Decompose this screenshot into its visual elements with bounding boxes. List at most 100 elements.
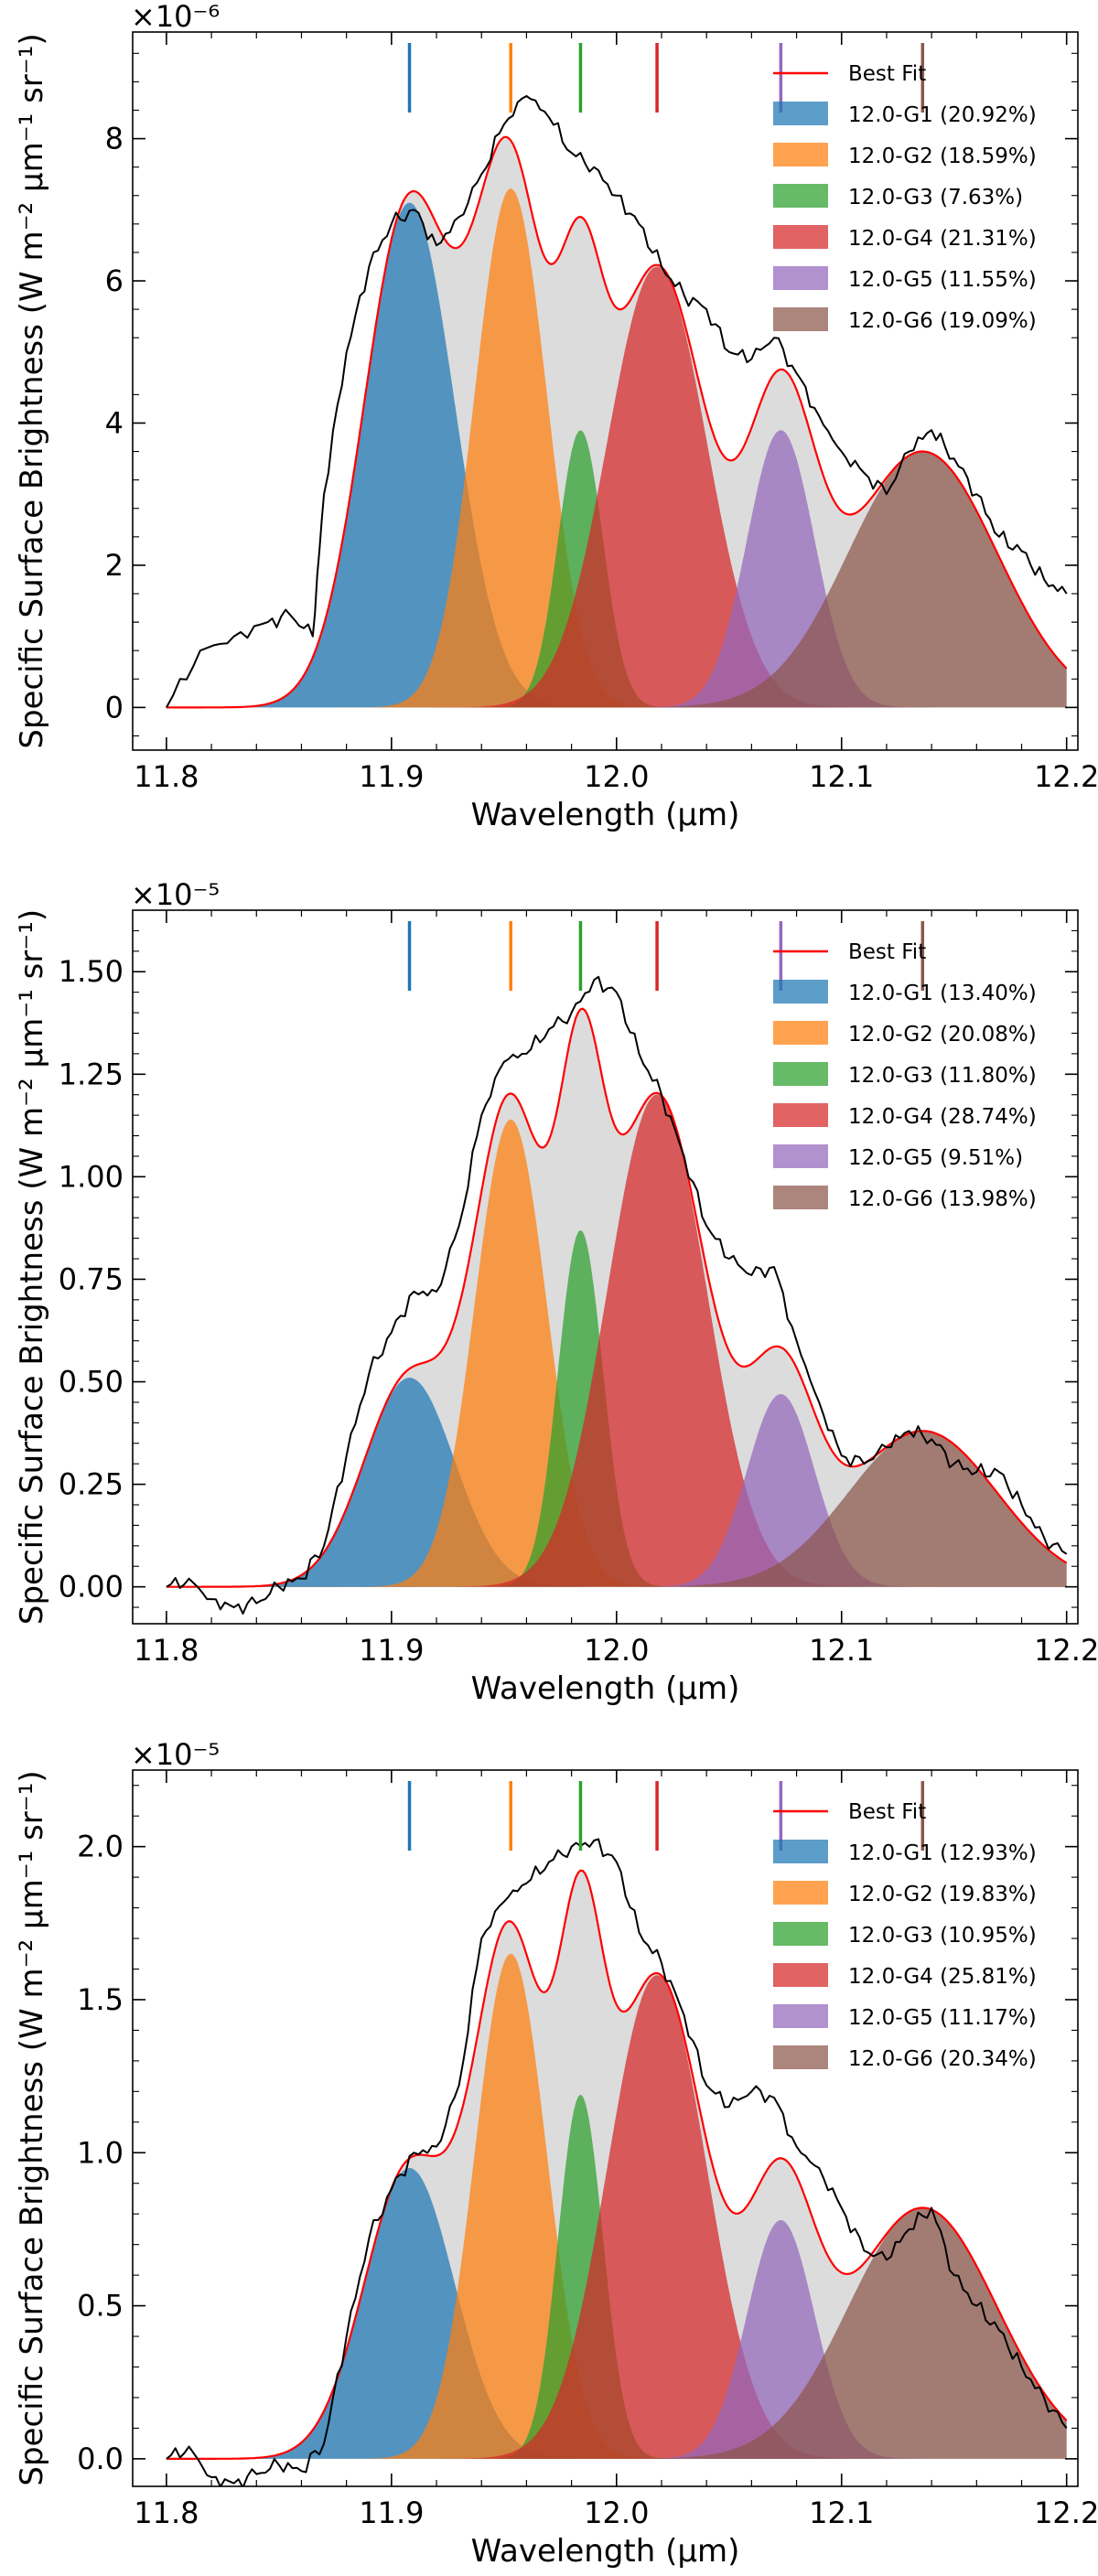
legend-label-g4: 12.0-G4 (21.31%) — [848, 227, 1037, 251]
x-tick-label: 12.1 — [809, 759, 874, 794]
y-tick-label: 8 — [105, 122, 124, 156]
component-g4-area — [166, 1975, 1067, 2459]
y-scale-multiplier: ×10⁻⁵ — [131, 1737, 220, 1772]
legend-label-g2: 12.0-G2 (18.59%) — [848, 145, 1037, 168]
x-tick-label: 11.9 — [359, 1633, 424, 1668]
component-g4-area — [166, 1094, 1067, 1587]
legend-swatch-g2 — [773, 1021, 828, 1045]
best-fit-line — [166, 135, 1068, 709]
y-tick-label: 0.0 — [77, 2442, 124, 2476]
legend-swatch-g1 — [773, 102, 828, 125]
observed-spectrum-line — [166, 95, 1068, 708]
legend-swatch-g5 — [773, 266, 828, 290]
y-tick-label: 0.50 — [59, 1365, 124, 1400]
legend: Best Fit 12.0-G1 (13.40%) 12.0-G2 (20.08%)… — [773, 940, 1037, 1211]
observed-spectrum-line — [166, 1838, 1068, 2486]
observed-spectrum-line — [166, 975, 1068, 1615]
x-tick-label: 12.2 — [1034, 1633, 1098, 1668]
chart-panel-2: 11.8 11.9 12.0 12.1 12.2 0.00 0.25 0.50 0.75 1.00… — [14, 877, 1098, 1707]
legend: Best Fit 12.0-G1 (20.92%) 12.0-G2 (18.59%)… — [773, 62, 1037, 333]
legend-swatch-g2 — [773, 1881, 828, 1905]
legend-swatch-g3 — [773, 1062, 828, 1086]
x-tick-label: 11.8 — [134, 759, 199, 794]
component-g1-area — [166, 2168, 1067, 2459]
legend: Best Fit 12.0-G1 (12.93%) 12.0-G2 (19.83%)… — [773, 1800, 1037, 2071]
component-g6-area — [166, 1431, 1067, 1587]
x-tick-label: 12.2 — [1034, 2496, 1098, 2530]
legend-swatch-g4 — [773, 1963, 828, 1987]
legend-swatch-g1 — [773, 980, 828, 1004]
legend-label-g3: 12.0-G3 (10.95%) — [848, 1924, 1037, 1948]
y-tick-label: 0.25 — [59, 1467, 124, 1502]
component-g4-area — [166, 266, 1067, 708]
y-tick-label: 1.5 — [77, 1982, 124, 2017]
y-tick-label: 1.50 — [59, 954, 124, 989]
legend-label-g6: 12.0-G6 (19.09%) — [848, 309, 1037, 333]
y-scale-multiplier: ×10⁻⁶ — [131, 0, 220, 34]
legend-swatch-g6 — [773, 1186, 828, 1209]
component-g6-area — [166, 451, 1067, 708]
y-axis-label: Specific Surface Brightness (W m⁻² μm⁻¹ … — [14, 909, 50, 1625]
x-tick-label: 12.0 — [584, 2496, 649, 2530]
y-tick-label: 0.5 — [77, 2289, 124, 2324]
chart-panel-3: 11.8 11.9 12.0 12.1 12.2 0.0 0.5 1.0 1.5 2.0 Wavel… — [14, 1737, 1098, 2570]
legend-swatch-g5 — [773, 2004, 828, 2028]
x-tick-label: 11.9 — [359, 759, 424, 794]
plot-frame — [132, 31, 1079, 751]
x-tick-label: 12.1 — [809, 2496, 874, 2530]
y-tick-label: 1.0 — [77, 2135, 124, 2170]
y-scale-multiplier: ×10⁻⁵ — [131, 877, 220, 912]
plot-area — [166, 975, 1068, 1615]
component-g6-area — [166, 2207, 1067, 2459]
legend-swatch-g1 — [773, 1840, 828, 1863]
legend-label-g4: 12.0-G4 (28.74%) — [848, 1105, 1037, 1129]
x-tick-label: 11.8 — [134, 1633, 199, 1668]
x-tick-label: 12.2 — [1034, 759, 1098, 794]
legend-swatch-g4 — [773, 1103, 828, 1127]
y-tick-label: 4 — [105, 405, 124, 440]
x-axis-label: Wavelength (μm) — [471, 797, 740, 833]
legend-label-g2: 12.0-G2 (20.08%) — [848, 1023, 1037, 1046]
y-tick-label: 1.25 — [59, 1057, 124, 1091]
x-tick-label: 12.1 — [809, 1633, 874, 1668]
y-axis-label: Specific Surface Brightness (W m⁻² μm⁻¹ … — [14, 33, 50, 748]
legend-swatch-g6 — [773, 2045, 828, 2069]
legend-label-g3: 12.0-G3 (11.80%) — [848, 1064, 1037, 1088]
y-tick-label: 1.00 — [59, 1159, 124, 1194]
y-tick-label: 2 — [105, 548, 124, 583]
legend-label-g5: 12.0-G5 (9.51%) — [848, 1146, 1023, 1170]
legend-label-g1: 12.0-G1 (12.93%) — [848, 1841, 1037, 1865]
x-axis-label: Wavelength (μm) — [471, 1670, 740, 1707]
legend-best-fit-label: Best Fit — [848, 940, 926, 964]
legend-label-g1: 12.0-G1 (13.40%) — [848, 982, 1037, 1005]
plot-frame — [132, 909, 1079, 1625]
chart-panel-1: 11.8 11.9 12.0 12.1 12.2 0 2 4 6 8 Wavelength (μm)… — [14, 0, 1098, 833]
legend-label-g6: 12.0-G6 (13.98%) — [848, 1187, 1037, 1211]
legend-swatch-g6 — [773, 307, 828, 331]
plot-area — [166, 95, 1068, 709]
legend-label-g5: 12.0-G5 (11.55%) — [848, 268, 1037, 292]
y-tick-label: 0.00 — [59, 1570, 124, 1605]
legend-swatch-g5 — [773, 1144, 828, 1168]
y-tick-label: 0.75 — [59, 1261, 124, 1296]
legend-swatch-g4 — [773, 225, 828, 249]
x-tick-label: 12.0 — [584, 759, 649, 794]
legend-swatch-g3 — [773, 184, 828, 208]
component-g1-area — [166, 202, 1067, 708]
x-tick-label: 11.9 — [359, 2496, 424, 2530]
legend-label-g4: 12.0-G4 (25.81%) — [848, 1965, 1037, 1989]
x-tick-label: 11.8 — [134, 2496, 199, 2530]
legend-label-g6: 12.0-G6 (20.34%) — [848, 2047, 1037, 2071]
y-tick-label: 2.0 — [77, 1830, 124, 1864]
plot-frame — [132, 1769, 1079, 2487]
legend-swatch-g2 — [773, 143, 828, 166]
best-fit-line — [166, 1869, 1068, 2460]
legend-swatch-g3 — [773, 1922, 828, 1946]
y-tick-label: 0 — [105, 690, 124, 724]
legend-label-g2: 12.0-G2 (19.83%) — [848, 1883, 1037, 1906]
y-tick-label: 6 — [105, 263, 124, 298]
legend-label-g5: 12.0-G5 (11.17%) — [848, 2006, 1037, 2030]
legend-label-g3: 12.0-G3 (7.63%) — [848, 186, 1023, 209]
component-g1-area — [166, 1378, 1067, 1587]
